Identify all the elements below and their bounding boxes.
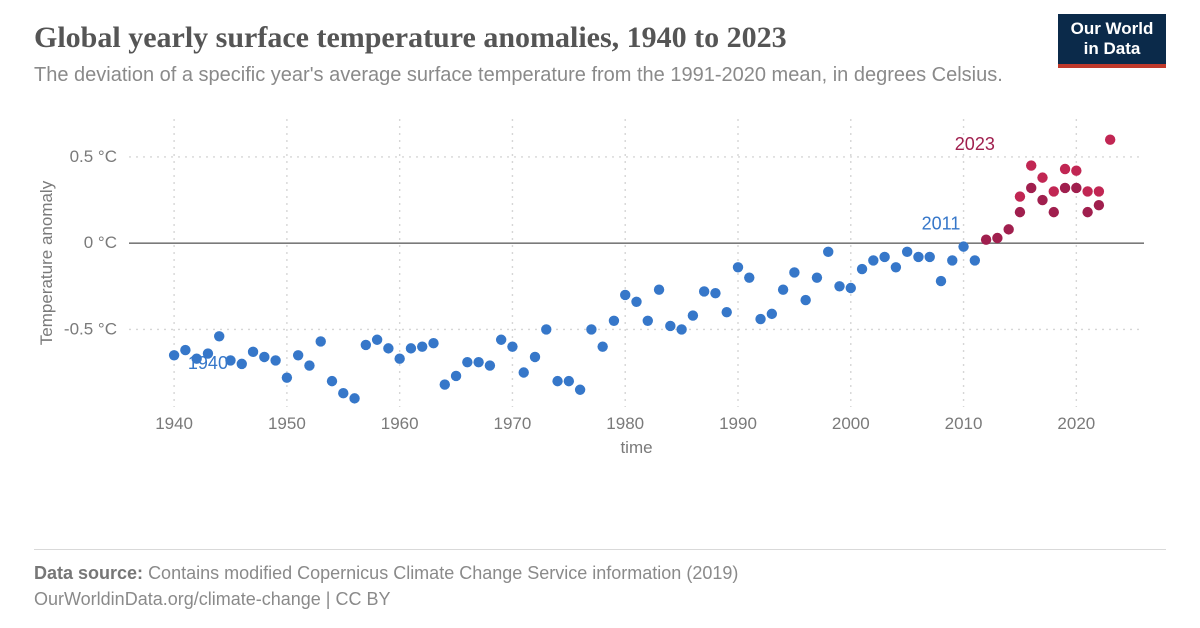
page: Our World in Data Global yearly surface …	[0, 0, 1200, 628]
svg-text:0.5 °C: 0.5 °C	[70, 147, 117, 166]
svg-text:1970: 1970	[494, 414, 532, 433]
chart-subtitle: The deviation of a specific year's avera…	[34, 62, 1114, 89]
svg-text:time: time	[620, 438, 652, 457]
svg-text:1990: 1990	[719, 414, 757, 433]
source-text: Contains modified Copernicus Climate Cha…	[148, 563, 738, 583]
svg-text:1960: 1960	[381, 414, 419, 433]
logo-line1: Our World	[1071, 19, 1154, 39]
svg-text:2000: 2000	[832, 414, 870, 433]
chart-title: Global yearly surface temperature anomal…	[34, 20, 1014, 56]
source-label: Data source:	[34, 563, 143, 583]
svg-text:2011: 2011	[922, 213, 961, 233]
svg-text:1940: 1940	[155, 414, 193, 433]
svg-text:1940: 1940	[188, 353, 228, 373]
svg-text:1980: 1980	[606, 414, 644, 433]
svg-text:0 °C: 0 °C	[84, 233, 117, 252]
logo-line2: in Data	[1071, 39, 1154, 59]
footer: Data source: Contains modified Copernicu…	[34, 549, 1166, 612]
svg-text:2010: 2010	[945, 414, 983, 433]
svg-text:-0.5 °C: -0.5 °C	[64, 319, 117, 338]
owid-logo: Our World in Data	[1058, 14, 1166, 68]
svg-text:1950: 1950	[268, 414, 306, 433]
svg-text:Temperature anomaly: Temperature anomaly	[37, 180, 56, 345]
link-line: OurWorldinData.org/climate-change | CC B…	[34, 586, 1166, 612]
chart-area: -0.5 °C 0 °C 0.5 °C 1940 1950 1960 1970 1980 199…	[34, 105, 1166, 459]
source-line: Data source: Contains modified Copernicu…	[34, 560, 1166, 586]
svg-text:2020: 2020	[1057, 414, 1095, 433]
scatter-chart: -0.5 °C 0 °C 0.5 °C 1940 1950 1960 1970 1980 199…	[34, 105, 1164, 459]
svg-text:2023: 2023	[955, 134, 995, 154]
